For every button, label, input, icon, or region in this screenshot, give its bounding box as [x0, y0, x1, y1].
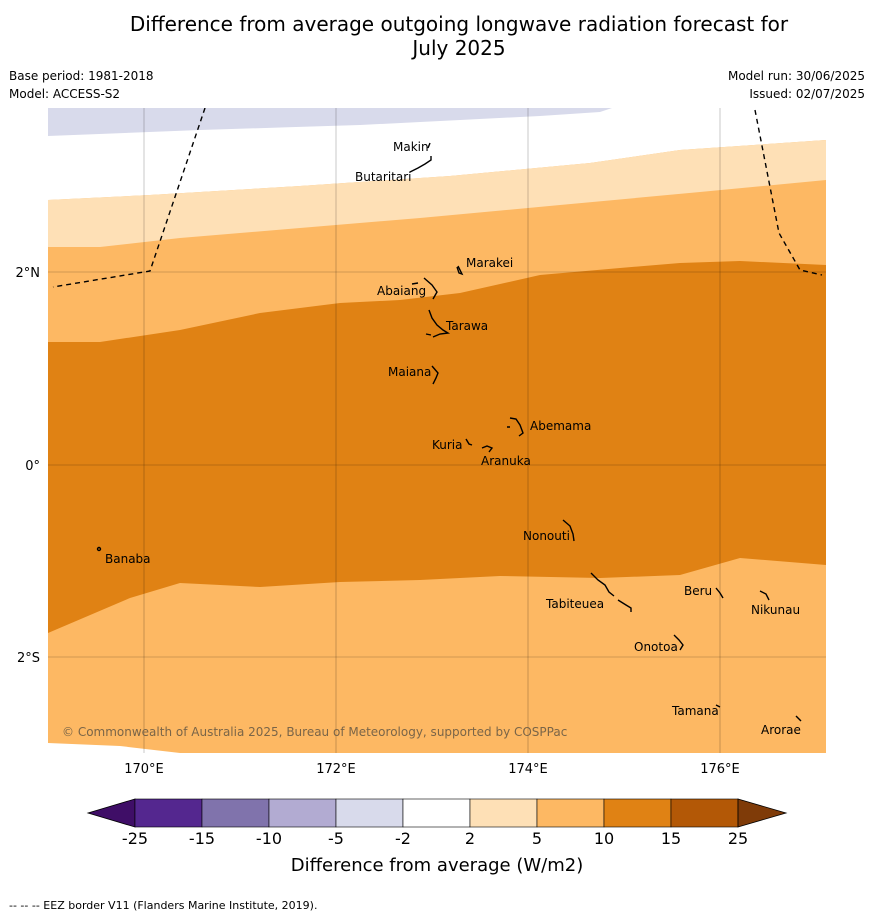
island-label-banaba: Banaba [105, 552, 151, 566]
model-name: Model: ACCESS-S2 [9, 87, 121, 101]
eez-legend: -- -- -- EEZ border V11 (Flanders Marine… [9, 899, 318, 912]
cb-tick-25: 25 [728, 829, 748, 848]
gridlines [48, 108, 826, 753]
eez-border [52, 108, 823, 288]
island-label-beru: Beru [684, 584, 712, 598]
island-label-nikunau: Nikunau [751, 603, 800, 617]
lon-label-172e: 172°E [316, 762, 356, 777]
island-label-onotoa: Onotoa [634, 640, 678, 654]
cb-tick-minus25: -25 [122, 829, 148, 848]
colorbar-extend-high [737, 798, 788, 828]
island-label-abaiang: Abaiang [377, 284, 426, 298]
colorbar-segment [402, 798, 471, 828]
lat-labels: 2°N 0° 2°S [16, 266, 41, 666]
band-neutral-bottom [48, 743, 180, 753]
band-minus5-minus2 [48, 108, 612, 136]
meta-left: Base period: 1981-2018 Model: ACCESS-S2 [9, 67, 154, 103]
colorbar-segment [134, 798, 203, 828]
colorbar-extend-low [86, 798, 136, 828]
island-labels: Makin Butaritari Marakei Abaiang Tarawa … [105, 140, 801, 737]
colorbar-segment [335, 798, 404, 828]
colorbar-title: Difference from average (W/m2) [291, 855, 583, 876]
map-area: Makin Butaritari Marakei Abaiang Tarawa … [48, 108, 826, 753]
base-period: Base period: 1981-2018 [9, 69, 154, 83]
island-label-tarawa: Tarawa [445, 319, 488, 333]
cb-tick-10: 10 [594, 829, 614, 848]
colorbar-segment [670, 798, 739, 828]
cb-tick-15: 15 [661, 829, 681, 848]
island-label-nonouti: Nonouti [523, 529, 570, 543]
island-label-tabiteuea: Tabiteuea [545, 597, 604, 611]
island-label-maiana: Maiana [388, 365, 431, 379]
lon-labels: 170°E 172°E 174°E 176°E [124, 762, 740, 777]
title-line-1: Difference from average outgoing longwav… [129, 12, 789, 36]
makin-outline [427, 142, 431, 149]
island-label-tamana: Tamana [671, 704, 719, 718]
map-title: Difference from average outgoing longwav… [0, 12, 873, 60]
island-label-arorae: Arorae [761, 723, 801, 737]
cb-tick-minus5: -5 [328, 829, 344, 848]
title-line-2: July 2025 [412, 36, 506, 60]
cb-tick-minus2: -2 [395, 829, 411, 848]
lat-label-0: 0° [25, 459, 40, 474]
colorbar [86, 798, 788, 828]
colorbar-ticks: -25 -15 -10 -5 -2 2 5 10 15 25 [122, 829, 748, 848]
copyright-notice: © Commonwealth of Australia 2025, Bureau… [62, 725, 567, 739]
colorbar-segment [201, 798, 270, 828]
island-label-aranuka: Aranuka [481, 454, 531, 468]
model-run: Model run: 30/06/2025 [727, 69, 865, 83]
colorbar-segment [536, 798, 605, 828]
lat-label-2n: 2°N [16, 266, 41, 281]
island-label-butaritari: Butaritari [355, 170, 412, 184]
meta-right: Model run: 30/06/2025 Issued: 02/07/2025 [728, 67, 865, 103]
issued-date: Issued: 02/07/2025 [749, 87, 865, 101]
island-label-kuria: Kuria [432, 438, 463, 452]
island-label-makin: Makin [393, 140, 429, 154]
band-2-5 [48, 140, 826, 247]
lat-label-2s: 2°S [17, 651, 40, 666]
colorbar-segment [603, 798, 672, 828]
lon-label-174e: 174°E [508, 762, 548, 777]
band-10-15 [48, 261, 826, 633]
island-label-marakei: Marakei [466, 256, 513, 270]
cb-tick-5: 5 [532, 829, 542, 848]
colorbar-segment [268, 798, 337, 828]
colorbar-segment [469, 798, 538, 828]
lon-label-170e: 170°E [124, 762, 164, 777]
cb-tick-minus10: -10 [256, 829, 282, 848]
island-outlines [96, 142, 802, 722]
band-neutral [48, 108, 826, 200]
lon-label-176e: 176°E [700, 762, 740, 777]
island-label-abemama: Abemama [530, 419, 591, 433]
cb-tick-minus15: -15 [189, 829, 215, 848]
cb-tick-2: 2 [465, 829, 475, 848]
